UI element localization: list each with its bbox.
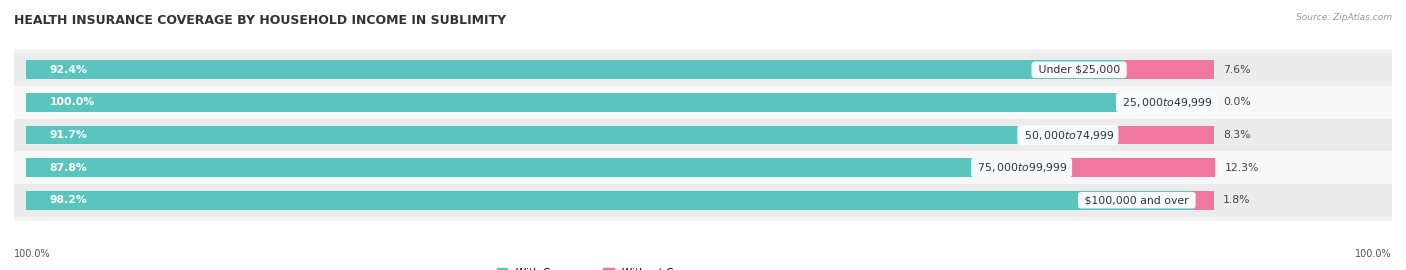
Text: $50,000 to $74,999: $50,000 to $74,999 bbox=[1021, 129, 1115, 141]
Bar bbox=[1123, 60, 1213, 79]
Text: 12.3%: 12.3% bbox=[1225, 163, 1258, 173]
Bar bbox=[25, 93, 1213, 112]
Text: 7.6%: 7.6% bbox=[1223, 65, 1251, 75]
Bar bbox=[25, 126, 1115, 144]
Text: 1.8%: 1.8% bbox=[1223, 195, 1251, 205]
Text: 92.4%: 92.4% bbox=[49, 65, 87, 75]
Text: 100.0%: 100.0% bbox=[1355, 249, 1392, 259]
Text: $75,000 to $99,999: $75,000 to $99,999 bbox=[974, 161, 1069, 174]
Text: 100.0%: 100.0% bbox=[14, 249, 51, 259]
Text: $100,000 and over: $100,000 and over bbox=[1081, 195, 1192, 205]
Bar bbox=[1069, 158, 1215, 177]
Legend: With Coverage, Without Coverage: With Coverage, Without Coverage bbox=[494, 264, 720, 270]
Bar bbox=[0, 151, 1406, 184]
Bar bbox=[25, 158, 1069, 177]
Text: 87.8%: 87.8% bbox=[49, 163, 87, 173]
Bar bbox=[0, 53, 1406, 86]
Bar bbox=[1115, 126, 1213, 144]
Bar bbox=[0, 119, 1406, 151]
Text: Under $25,000: Under $25,000 bbox=[1035, 65, 1123, 75]
Text: 98.2%: 98.2% bbox=[49, 195, 87, 205]
Bar bbox=[1192, 191, 1213, 210]
Text: HEALTH INSURANCE COVERAGE BY HOUSEHOLD INCOME IN SUBLIMITY: HEALTH INSURANCE COVERAGE BY HOUSEHOLD I… bbox=[14, 14, 506, 26]
Bar bbox=[0, 184, 1406, 217]
Text: 91.7%: 91.7% bbox=[49, 130, 87, 140]
Text: 0.0%: 0.0% bbox=[1223, 97, 1251, 107]
Text: 8.3%: 8.3% bbox=[1223, 130, 1251, 140]
Bar bbox=[0, 86, 1406, 119]
Text: Source: ZipAtlas.com: Source: ZipAtlas.com bbox=[1296, 14, 1392, 22]
Bar bbox=[25, 60, 1123, 79]
Text: $25,000 to $49,999: $25,000 to $49,999 bbox=[1119, 96, 1213, 109]
Bar bbox=[25, 191, 1192, 210]
Text: 100.0%: 100.0% bbox=[49, 97, 96, 107]
